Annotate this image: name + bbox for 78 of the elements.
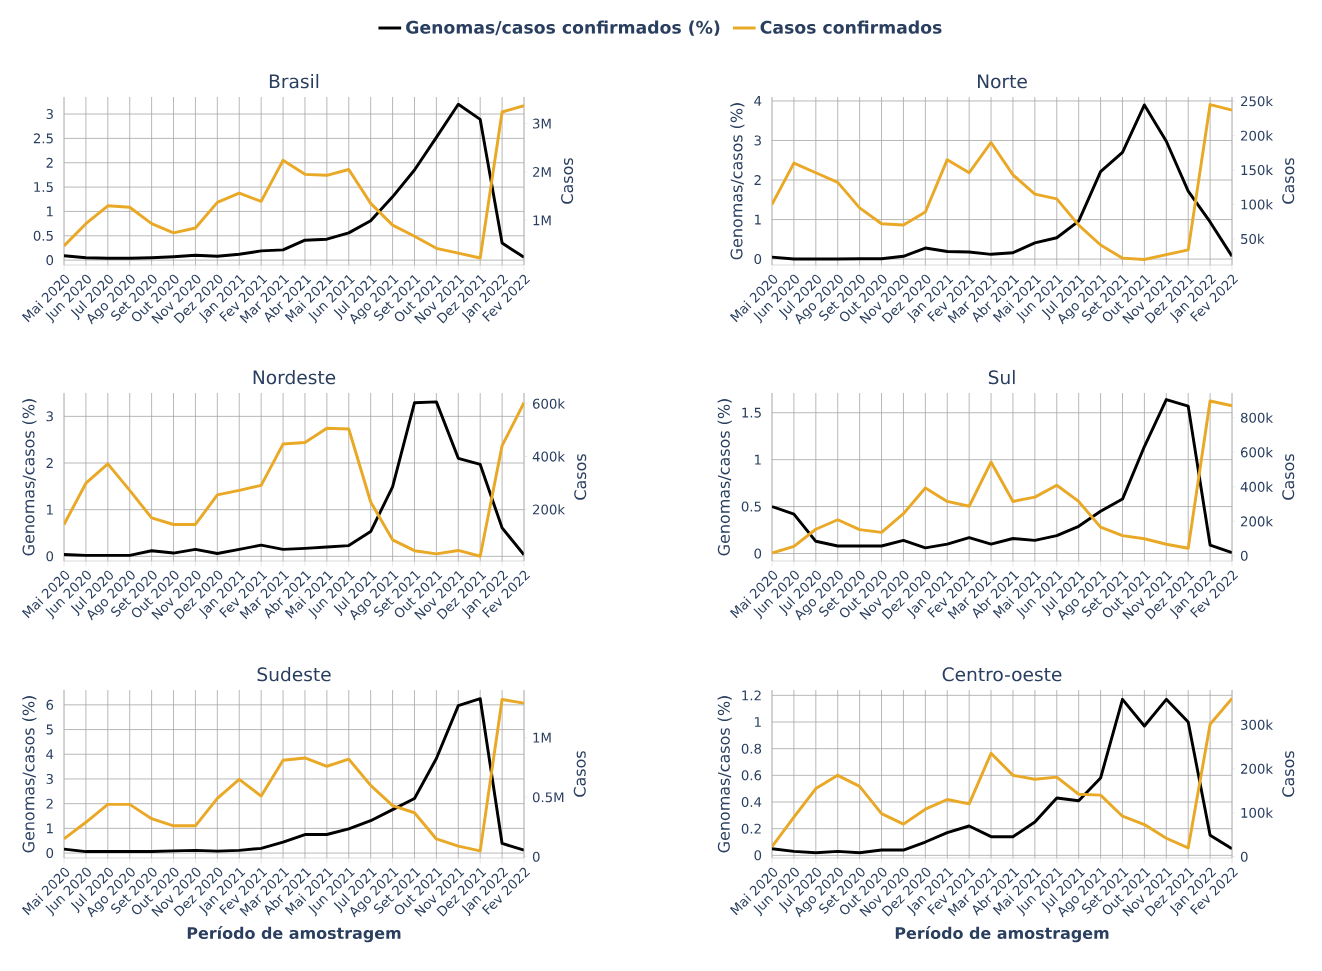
chart-title: Centro-oeste	[942, 667, 1062, 682]
y2-tick-label: 100k	[1241, 807, 1274, 818]
y2-tick-label: 400k	[1240, 481, 1274, 492]
y-tick-label: 2	[46, 458, 53, 468]
y-tick-label: 4	[754, 96, 762, 106]
chart-title: Sul	[988, 369, 1015, 385]
chart-title: Norte	[978, 74, 1027, 89]
y2-tick-label: 200k	[533, 504, 566, 515]
y-tick-label: 6	[46, 699, 54, 710]
y2-tick-label: 0.5M	[532, 792, 564, 803]
y2-tick-label: 0	[1240, 550, 1248, 561]
y2-tick-label: 0	[532, 851, 540, 862]
y-axis-title: Genomas/casos (%)	[717, 399, 732, 556]
y2-tick-label: 0	[1240, 851, 1248, 862]
y-tick-label: 0.8	[741, 743, 762, 754]
chart-title: Sudeste	[257, 666, 331, 682]
chart-title: Nordeste	[253, 369, 336, 385]
y2-tick-label: 800k	[1240, 412, 1274, 423]
y-tick-label: 1.5	[34, 182, 53, 193]
y2-tick-label: 250k	[1241, 95, 1274, 107]
y-tick-label: 4	[46, 749, 54, 760]
y-tick-label: 3	[46, 773, 53, 784]
y-axis-title: Genomas/casos (%)	[717, 696, 732, 853]
y2-tick-label: 400k	[532, 451, 566, 462]
y2-tick-label: 3M	[533, 118, 551, 129]
y-tick-label: 0	[754, 254, 762, 265]
y2-axis-title: Casos	[573, 751, 586, 797]
y-tick-label: 2	[754, 175, 761, 185]
y2-tick-label: 600k	[532, 398, 566, 409]
y2-tick-label: 200k	[1241, 516, 1274, 527]
y-tick-label: 0	[46, 848, 54, 859]
legend-label: Genomas/casos confirmados (%)	[406, 20, 720, 36]
y-tick-label: 0.4	[741, 796, 762, 808]
y-tick-label: 1	[755, 214, 761, 225]
y2-tick-label: 200k	[1241, 130, 1274, 141]
x-axis-title: Período de amostragem	[895, 926, 1109, 943]
y-tick-label: 0	[46, 551, 54, 562]
y-tick-label: 1	[47, 206, 53, 217]
y-tick-label: 5	[46, 724, 53, 735]
y-tick-label: 0.2	[741, 823, 761, 834]
y-tick-label: 1	[47, 504, 53, 515]
y-tick-label: 0	[46, 255, 54, 266]
y-tick-label: 0.5	[741, 501, 761, 512]
y2-axis-title: Casos	[574, 454, 587, 500]
y-tick-label: 2.5	[33, 133, 53, 144]
y2-tick-label: 200k	[1241, 763, 1274, 774]
y-tick-label: 1.5	[742, 407, 761, 418]
x-axis-title: Período de amostragem	[187, 926, 401, 943]
y-tick-label: 1	[47, 823, 53, 834]
y-tick-label: 3	[46, 109, 53, 120]
y-axis-title: Genomas/casos (%)	[22, 696, 37, 853]
y2-axis-title: Casos	[1282, 751, 1295, 797]
y2-tick-label: 50k	[1241, 233, 1265, 244]
y-tick-label: 2	[46, 157, 53, 168]
y-axis-title: Genomas/casos (%)	[730, 103, 745, 260]
y2-tick-label: 1M	[533, 732, 551, 743]
y2-tick-label: 1M	[533, 215, 551, 226]
y2-axis-title: Casos	[1282, 158, 1295, 204]
y-tick-label: 3	[754, 135, 761, 146]
y2-tick-label: 100k	[1241, 199, 1274, 210]
y2-tick-label: 600k	[1240, 447, 1274, 458]
chart-title: Brasil	[269, 73, 319, 89]
y-axis-title: Genomas/casos (%)	[22, 399, 37, 556]
y-tick-label: 1	[755, 454, 761, 465]
y-tick-label: 0.5	[33, 230, 53, 241]
y-tick-label: 0.6	[741, 770, 762, 781]
y-tick-label: 0	[754, 548, 762, 559]
y-tick-label: 3	[46, 411, 53, 422]
y2-axis-title: Casos	[561, 158, 574, 204]
y2-tick-label: 2M	[533, 166, 551, 177]
y2-axis-title: Casos	[1282, 454, 1295, 500]
y-tick-label: 0	[754, 850, 762, 861]
y-tick-label: 1	[755, 717, 761, 727]
y-tick-label: 1.2	[742, 690, 761, 701]
y2-tick-label: 150k	[1241, 164, 1274, 176]
y2-tick-label: 300k	[1241, 719, 1274, 730]
legend-label: Casos confirmados	[760, 20, 942, 34]
y-tick-label: 2	[46, 798, 53, 809]
